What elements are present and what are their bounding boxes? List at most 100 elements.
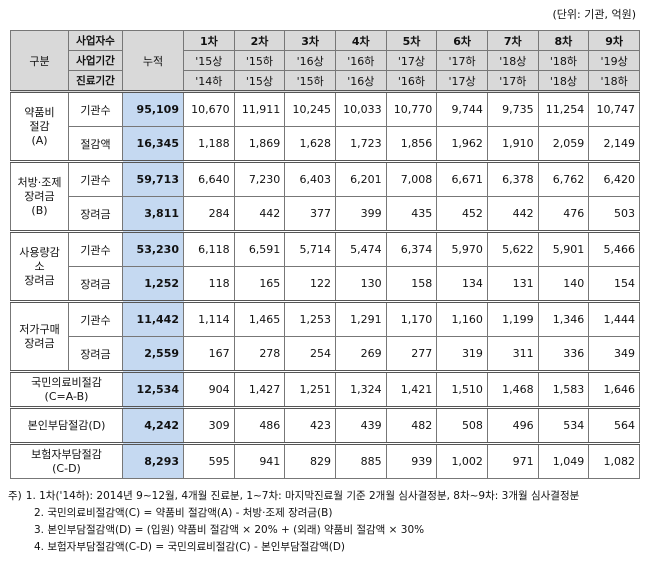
value-cell: 496 [486,406,539,444]
header-row: 사업기간 '15상 '15하 '16상 '16하 '17상 '17하 '18상 '18하 '19상 [11,50,640,71]
value-cell: 1,160 [436,300,488,337]
header-round: 9차 [588,30,640,51]
value-cell: 1,049 [537,442,590,479]
group-label-line: (C=A-B) [44,389,89,403]
value-cell: 140 [537,266,590,302]
cumulative-cell: 1,252 [122,266,184,302]
unit-label: (단위: 기관, 억원) [552,8,637,21]
value-cell: 118 [183,266,235,302]
header-round: '15하 [233,50,286,71]
header-round: 5차 [385,30,438,51]
value-cell: 269 [334,336,387,372]
value-cell: 349 [588,336,640,372]
header-row-label: 진료기간 [68,70,123,92]
header-round: 4차 [334,30,387,51]
value-cell: 1,082 [588,442,640,479]
row-label: 기관수 [68,90,123,127]
value-cell: 885 [334,442,387,479]
value-cell: 6,378 [486,160,539,197]
value-cell: 564 [588,406,640,444]
value-cell: 6,762 [537,160,590,197]
value-cell: 134 [436,266,488,302]
group-label-line: (B) [31,203,48,217]
value-cell: 939 [385,442,438,479]
group-label-line: 장려금 [24,189,55,203]
value-cell: 1,253 [284,300,336,337]
group-label-line: 장려금 [24,336,55,350]
table-body: 약품비 절감 (A) 기관수 95,109 10,670 11,911 10,245 10,03… [10,90,640,479]
value-cell: 377 [284,196,336,232]
value-cell: 423 [284,406,336,444]
value-cell: 508 [436,406,488,444]
value-cell: 11,254 [537,90,590,127]
header-round: 6차 [436,30,488,51]
value-cell: 6,420 [588,160,640,197]
group-label-line: 소 [34,259,45,273]
cumulative-cell: 8,293 [122,442,184,479]
row-label: 장려금 [68,336,123,372]
value-cell: 1,291 [334,300,387,337]
group-label-line: 보험자부담절감 [31,447,102,461]
value-cell: 284 [183,196,235,232]
body-row: 처방·조제 장려금 (B) 기관수 59,713 6,640 7,230 6,403 6,201… [10,160,640,232]
body-row: 보험자부담절감 (C-D) 8,293 595 941 829 885 939 1,002 971… [10,442,640,479]
header-round: '18하 [537,50,590,71]
group-label: 본인부담절감(D) [10,406,123,444]
value-cell: 10,770 [385,90,438,127]
header-round: '17하 [486,70,539,92]
body-row: 약품비 절감 (A) 기관수 95,109 10,670 11,911 10,245 10,03… [10,90,640,162]
value-cell: 2,149 [588,126,640,162]
value-cell: 1,910 [486,126,539,162]
value-cell: 1,468 [486,370,539,408]
value-cell: 1,324 [334,370,387,408]
header-round: 1차 [183,30,235,51]
value-cell: 6,591 [233,230,286,267]
cumulative-cell: 59,713 [122,160,184,197]
header-round: 2차 [233,30,286,51]
value-cell: 5,970 [436,230,488,267]
value-cell: 6,118 [183,230,235,267]
value-cell: 1,427 [233,370,286,408]
value-cell: 278 [233,336,286,372]
header-round: '17상 [385,50,438,71]
group-label-line: 본인부담절감(D) [27,418,106,432]
group-label: 보험자부담절감 (C-D) [10,442,123,479]
value-cell: 6,403 [284,160,336,197]
header-row-label: 사업기간 [68,50,123,71]
header-round: '16상 [284,50,336,71]
body-row: 장려금 1,252 118 165 122 130 158 134 131 140 154 [11,266,640,302]
value-cell: 5,622 [486,230,539,267]
value-cell: 5,714 [284,230,336,267]
row-label: 기관수 [68,300,123,337]
value-cell: 254 [284,336,336,372]
row-label: 기관수 [68,160,123,197]
header-category: 구분 [10,30,69,92]
value-cell: 503 [588,196,640,232]
value-cell: 1,421 [385,370,438,408]
value-cell: 1,199 [486,300,539,337]
group-label-line: 저가구매 [19,322,60,336]
value-cell: 154 [588,266,640,302]
value-cell: 158 [385,266,438,302]
value-cell: 309 [183,406,235,444]
value-cell: 6,640 [183,160,235,197]
value-cell: 829 [284,442,336,479]
value-cell: 10,245 [284,90,336,127]
row-label: 장려금 [68,196,123,232]
row-label: 장려금 [68,266,123,302]
header-round: '18상 [486,50,539,71]
cumulative-cell: 3,811 [122,196,184,232]
value-cell: 442 [233,196,286,232]
value-cell: 941 [233,442,286,479]
cumulative-cell: 4,242 [122,406,184,444]
group-label-line: 약품비 [24,105,55,119]
value-cell: 1,856 [385,126,438,162]
row-label: 절감액 [68,126,123,162]
group-label: 저가구매 장려금 [10,300,69,372]
group-label-line: 장려금 [24,273,55,287]
body-row: 본인부담절감(D) 4,242 309 486 423 439 482 508 496 534 56… [10,406,640,444]
body-row: 저가구매 장려금 기관수 11,442 1,114 1,465 1,253 1,291 1,17… [10,300,640,372]
value-cell: 5,901 [537,230,590,267]
body-row: 장려금 2,559 167 278 254 269 277 319 311 336 349 [11,336,640,372]
